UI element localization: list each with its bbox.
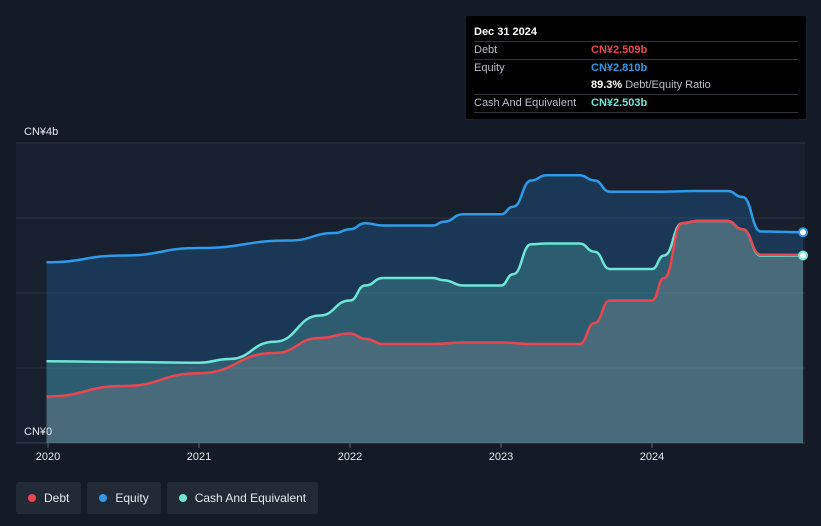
legend-item-equity[interactable]: Equity (87, 482, 161, 514)
tooltip-value: 89.3% Debt/Equity Ratio (591, 77, 711, 94)
end-point-cash-and-equivalent[interactable] (798, 250, 808, 261)
tooltip-row-ratio: 89.3% Debt/Equity Ratio (474, 77, 798, 94)
legend-dot-icon (99, 494, 108, 502)
x-tick-label: 2023 (489, 451, 513, 463)
x-tick-label: 2021 (187, 451, 211, 463)
tooltip-value: CN¥2.810b (591, 62, 648, 74)
ratio-value: 89.3% (591, 79, 623, 91)
tooltip-label: Debt (474, 44, 498, 56)
area-equity (46, 175, 804, 443)
line-equity (46, 174, 804, 264)
legend-dot-icon (178, 494, 187, 502)
tooltip-row-debt: Debt CN¥2.509b (474, 41, 798, 59)
legend-item-cash[interactable]: Cash And Equivalent (166, 482, 319, 514)
tooltip-label: Equity (474, 62, 505, 74)
legend-dot-icon (28, 494, 36, 502)
y-tick-label-top: CN¥4b (24, 126, 58, 138)
x-tick-label: 2022 (338, 451, 362, 463)
legend-item-debt[interactable]: Debt (16, 482, 82, 514)
tooltip-label (474, 77, 591, 94)
area-cash-and-equivalent (46, 221, 804, 443)
legend-label: Cash And Equivalent (194, 491, 307, 505)
ratio-caption: Debt/Equity Ratio (625, 79, 711, 91)
tooltip-value: CN¥2.503b (591, 97, 648, 109)
line-debt (46, 219, 804, 398)
tooltip-divider (474, 112, 798, 121)
end-point-equity[interactable] (798, 227, 808, 238)
tooltip-label: Cash And Equivalent (474, 97, 577, 109)
x-tick-label: 2020 (36, 451, 60, 463)
tooltip-panel: Dec 31 2024 Debt CN¥2.509b Equity CN¥2.8… (466, 16, 806, 119)
legend-label: Equity (115, 491, 149, 505)
area-debt (46, 221, 804, 443)
x-tick-label: 2024 (640, 451, 664, 463)
chart-legend: Debt Equity Cash And Equivalent (16, 482, 319, 514)
tooltip-value: CN¥2.509b (591, 44, 648, 56)
tooltip-row-equity: Equity CN¥2.810b (474, 59, 798, 77)
tooltip-row-cash: Cash And Equivalent CN¥2.503b (474, 94, 798, 112)
y-tick-label-bottom: CN¥0 (24, 426, 52, 438)
tooltip-date: Dec 31 2024 (474, 26, 537, 38)
legend-label: Debt (44, 491, 70, 505)
